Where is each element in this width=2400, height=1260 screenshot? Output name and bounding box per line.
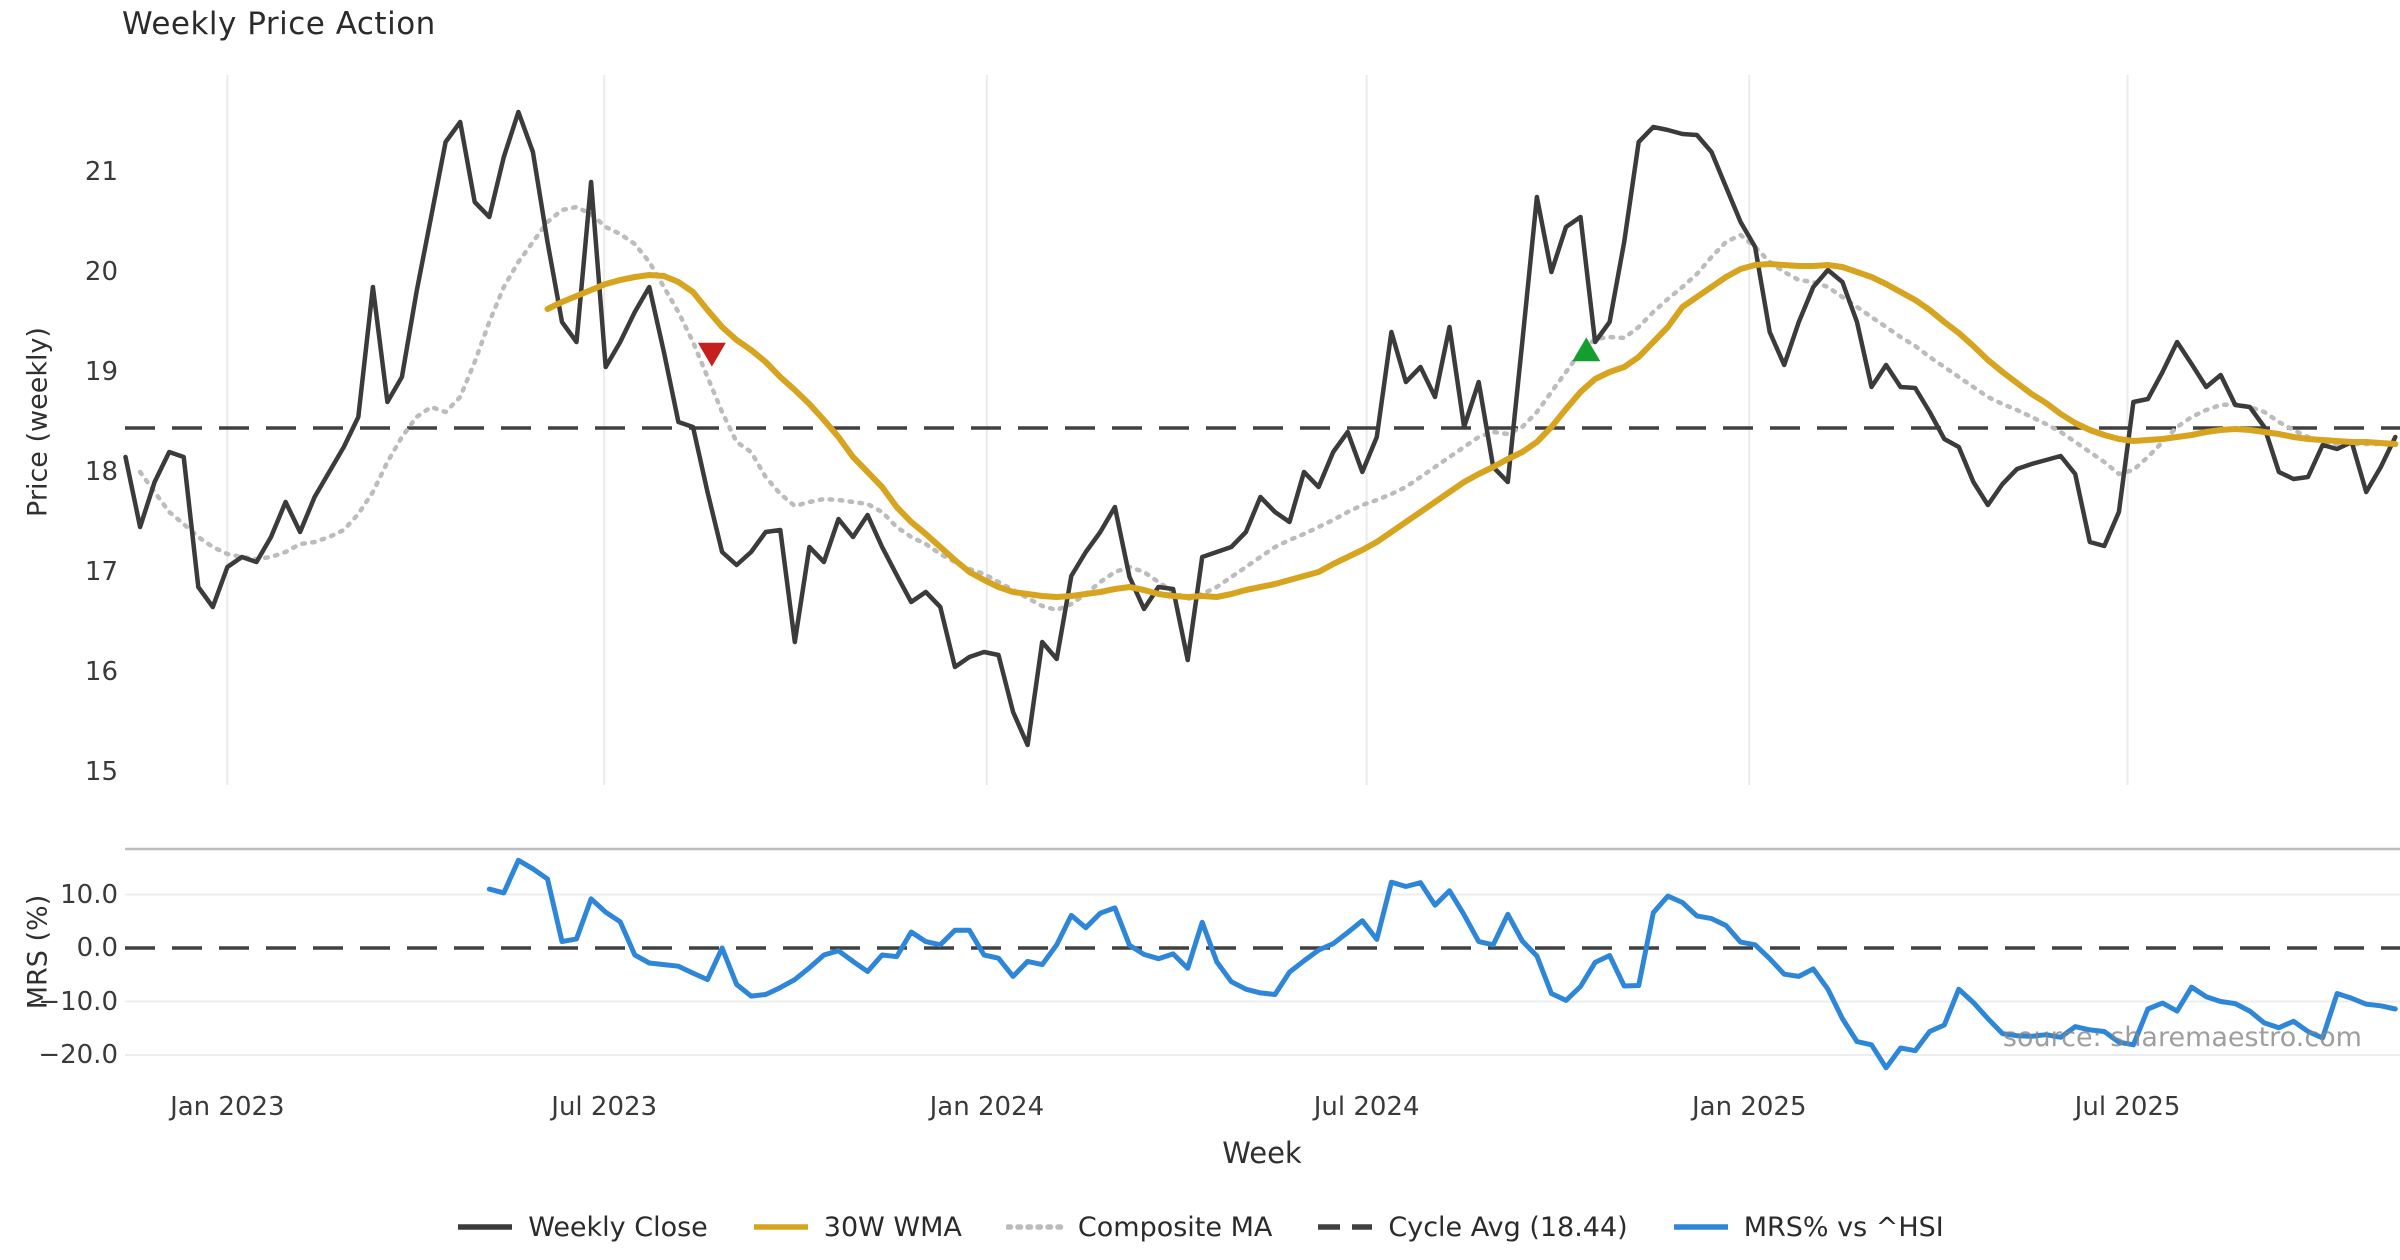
mrs-ytick-label: −10.0 <box>38 986 118 1017</box>
price-ytick-label: 15 <box>84 757 118 787</box>
buy-signal-marker <box>1572 337 1601 362</box>
legend-swatch <box>1673 1224 1728 1230</box>
legend-label: MRS% vs ^HSI <box>1743 1211 1944 1243</box>
page-title: Weekly Price Action <box>122 6 436 42</box>
mrs-ytick-label: −20.0 <box>38 1040 118 1070</box>
x-tick-label: Jul 2023 <box>551 1092 658 1122</box>
x-axis-label: Week <box>1222 1136 1302 1170</box>
legend-item-cycle-avg-18-44-: Cycle Avg (18.44) <box>1316 1211 1628 1243</box>
price-ytick-label: 20 <box>84 257 118 287</box>
x-tick-label: Jan 2023 <box>170 1092 285 1122</box>
legend-item-weekly-close: Weekly Close <box>456 1212 708 1243</box>
legend-label: Cycle Avg (18.44) <box>1388 1211 1628 1243</box>
wma-30w-line <box>544 261 2399 600</box>
legend-item-composite-ma: Composite MA <box>1005 1211 1273 1243</box>
price-ytick-label: 16 <box>84 657 118 687</box>
legend-swatch <box>1005 1224 1064 1230</box>
x-tick-label: Jan 2024 <box>929 1092 1045 1122</box>
legend-label: Composite MA <box>1077 1211 1273 1243</box>
legend-swatch <box>458 1224 513 1230</box>
price-ytick-label: 19 <box>84 357 118 387</box>
price-ytick-label: 17 <box>84 557 118 587</box>
x-tick-label: Jul 2025 <box>2074 1092 2181 1122</box>
legend-item-mrs-vs-hsi: MRS% vs ^HSI <box>1672 1212 1944 1243</box>
legend-swatch <box>753 1224 808 1230</box>
legend-item-30w-wma: 30W WMA <box>752 1212 962 1243</box>
price-axis-label: Price (weekly) <box>22 327 54 517</box>
mrs-line <box>486 857 2398 1071</box>
legend-label: 30W WMA <box>823 1211 962 1243</box>
x-tick-label: Jan 2025 <box>1692 1092 1807 1122</box>
legend-swatch <box>1318 1224 1373 1230</box>
composite-ma-line <box>137 204 2398 613</box>
mrs-ytick-label: 10.0 <box>60 879 118 910</box>
mrs-ytick-label: 0.0 <box>76 933 118 963</box>
legend-label: Weekly Close <box>528 1211 708 1243</box>
sell-signal-marker <box>697 342 726 367</box>
price-ytick-label: 21 <box>84 157 118 187</box>
weekly-close-line <box>123 109 2398 748</box>
source-watermark: source: sharemaestro.com <box>2002 1022 2362 1053</box>
price-ytick-label: 18 <box>84 457 118 487</box>
chart-legend: Weekly Close 30W WMA Composite MA Cycle … <box>0 1198 2400 1256</box>
x-tick-label: Jul 2024 <box>1313 1092 1420 1122</box>
